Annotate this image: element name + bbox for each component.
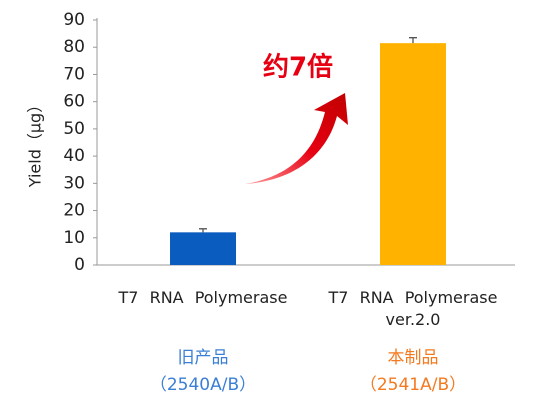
group-name: 旧产品 — [177, 348, 229, 368]
annotation: 约7倍 — [263, 52, 333, 83]
arrow — [245, 93, 348, 184]
x-tick-label: T7 RNA Polymerase ver.2.0 — [328, 288, 498, 329]
error-bar — [409, 37, 417, 44]
y-tick-label: 20 — [63, 201, 85, 221]
group-code: （2540A/B） — [149, 375, 257, 395]
x-tick-label: T7 RNA Polymerase — [118, 288, 288, 307]
group-code: （2541A/B） — [359, 375, 467, 395]
y-tick-label: 70 — [63, 64, 85, 84]
y-axis-label: Yield（μg） — [26, 97, 45, 188]
bar — [380, 43, 446, 266]
y-tick-label: 0 — [74, 255, 85, 275]
error-bar — [199, 228, 207, 233]
y-tick-label: 50 — [63, 119, 85, 139]
y-tick-label: 90 — [63, 10, 85, 30]
group-name: 本制品 — [387, 348, 439, 368]
y-tick-label: 10 — [63, 228, 85, 248]
bar — [170, 232, 236, 265]
y-tick-label: 60 — [63, 92, 85, 112]
y-tick-label: 40 — [63, 146, 85, 166]
y-tick-label: 80 — [63, 37, 85, 57]
y-tick-label: 30 — [63, 173, 85, 193]
